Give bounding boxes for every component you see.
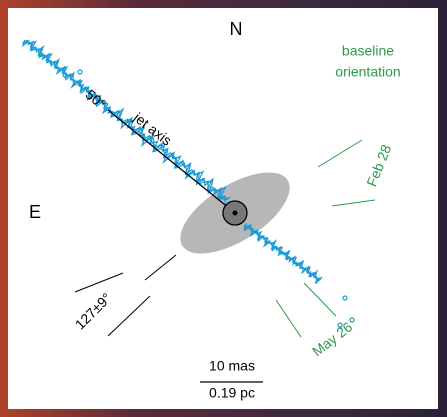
scale-pc: 0.19 pc xyxy=(209,385,255,401)
figure: N E baseline orientation Feb 28 May 26 1… xyxy=(0,0,447,417)
north-label: N xyxy=(230,19,243,39)
east-label: E xyxy=(29,202,41,222)
scale-mas: 10 mas xyxy=(209,358,255,374)
page: N E baseline orientation Feb 28 May 26 1… xyxy=(0,0,447,417)
baseline-label: orientation xyxy=(335,64,400,80)
core-dot xyxy=(233,211,238,216)
baseline-label: baseline xyxy=(342,43,394,59)
